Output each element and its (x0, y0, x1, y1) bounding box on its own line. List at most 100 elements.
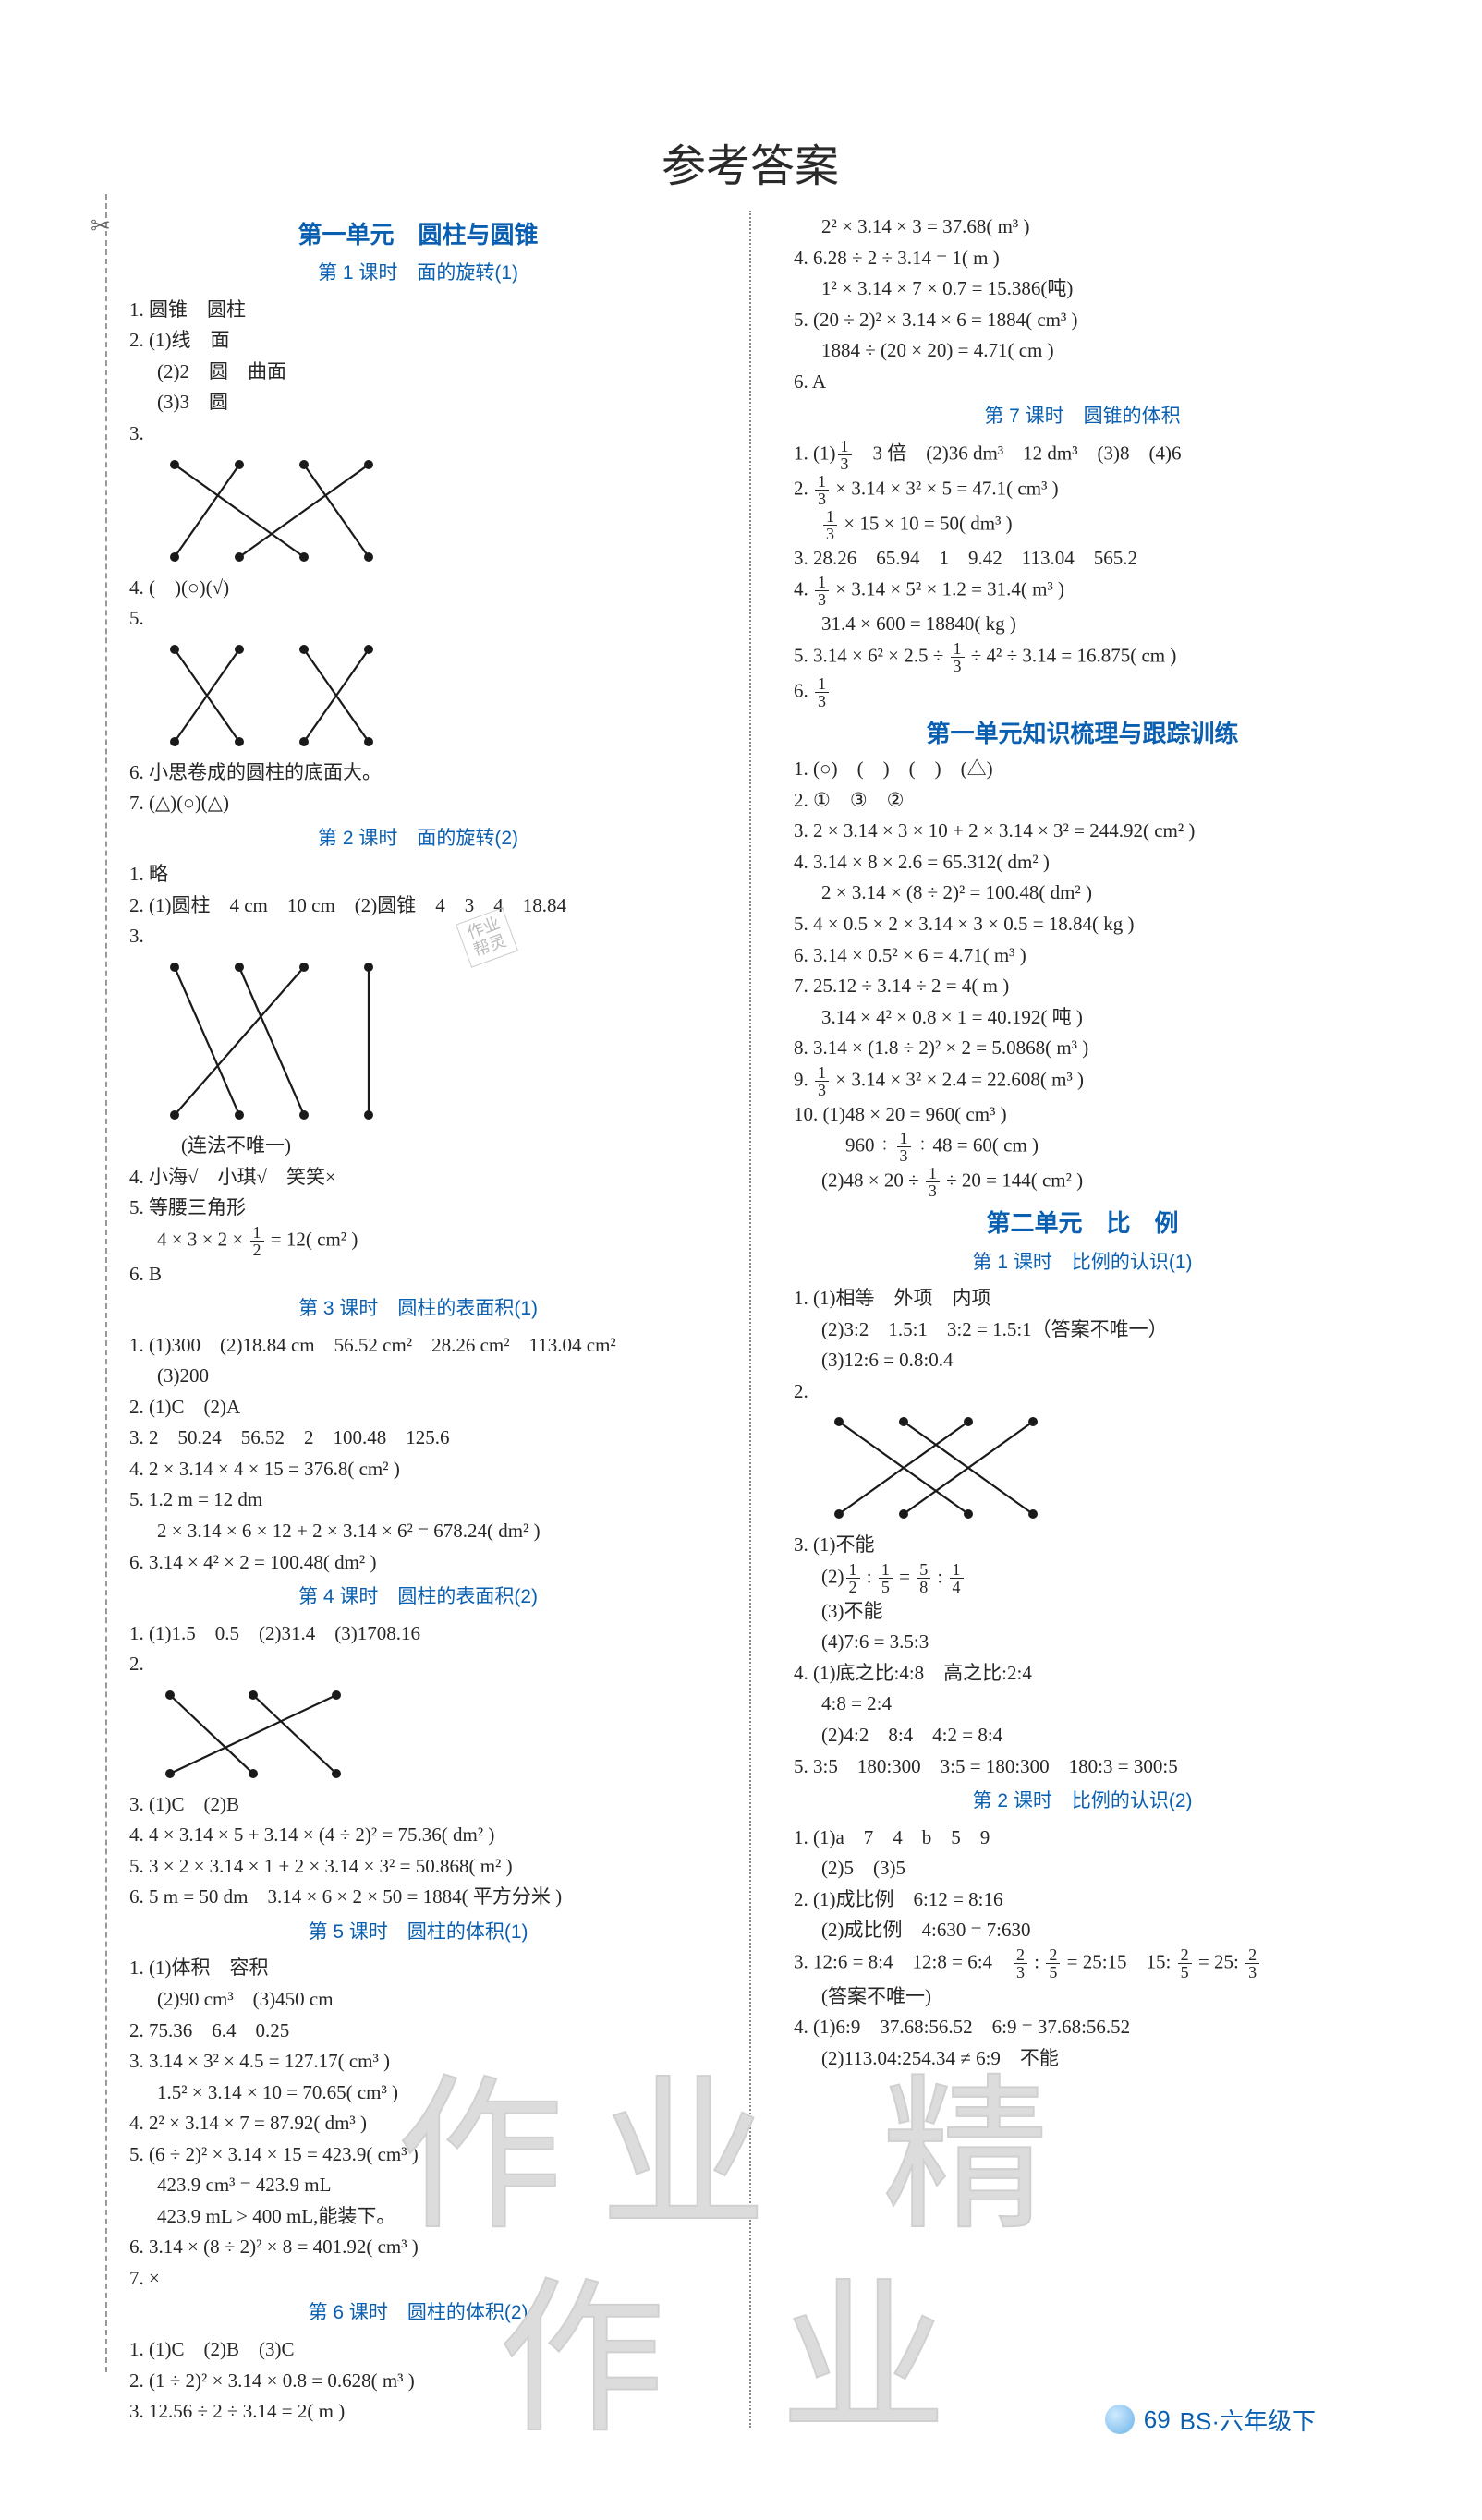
ans: 3. 12.56 ÷ 2 ÷ 3.14 = 2( m ) (129, 2396, 707, 2427)
ans: 5. 3 × 2 × 3.14 × 1 + 2 × 3.14 × 3² = 50… (129, 1851, 707, 1882)
globe-icon (1105, 2405, 1135, 2434)
ans: 960 ÷ 13 ÷ 48 = 60( cm ) (794, 1130, 1371, 1164)
ans: 7. × (129, 2263, 707, 2294)
ans: 2. (1 ÷ 2)² × 3.14 × 0.8 = 0.628( m³ ) (129, 2366, 707, 2396)
main-title: 参考答案 (129, 129, 1371, 194)
ans: 3. (129, 921, 707, 951)
ans: (2)113.04:254.34 ≠ 6:9 不能 (794, 2043, 1371, 2074)
ans: 5. (6 ÷ 2)² × 3.14 × 15 = 423.9( cm³ ) (129, 2139, 707, 2170)
ans: 6. B (129, 1259, 707, 1290)
ans: 2. 13 × 3.14 × 3² × 5 = 47.1( cm³ ) (794, 473, 1371, 507)
s4-title: 第 4 课时 圆柱的表面积(2) (129, 1582, 707, 1613)
ans: 3. (129, 418, 707, 449)
ans: 5. (129, 603, 707, 634)
ans: 6. 小思卷成的圆柱的底面大。 (129, 757, 707, 788)
ans: 3. 2 × 3.14 × 3 × 10 + 2 × 3.14 × 3² = 2… (794, 816, 1371, 846)
unit1-title: 第一单元 圆柱与圆锥 (129, 216, 707, 253)
ans: (2)12 : 15 = 58 : 14 (794, 1561, 1371, 1595)
ans-note: (连法不唯一) (129, 1131, 707, 1161)
ans: 1. 略 (129, 859, 707, 890)
ans: 6. 3.14 × 0.5² × 6 = 4.71( m³ ) (794, 940, 1371, 971)
ans: 4. 3.14 × 8 × 2.6 = 65.312( dm² ) (794, 847, 1371, 878)
ans: 1. (1)1.5 0.5 (2)31.4 (3)1708.16 (129, 1618, 707, 1649)
ans: 3. 2 50.24 56.52 2 100.48 125.6 (129, 1423, 707, 1453)
ans: 4:8 = 2:4 (794, 1689, 1371, 1719)
ans: 4. 小海√ 小琪√ 笑笑× (129, 1162, 707, 1193)
page-root: ✂ 参考答案 第一单元 圆柱与圆锥 第 1 课时 面的旋转(1) 1. 圆锥 圆… (0, 0, 1482, 2520)
ans: 4. 2 × 3.14 × 4 × 15 = 376.8( cm² ) (129, 1454, 707, 1484)
ans: 5. (20 ÷ 2)² × 3.14 × 6 = 1884( cm³ ) (794, 305, 1371, 335)
left-column: 第一单元 圆柱与圆锥 第 1 课时 面的旋转(1) 1. 圆锥 圆柱 2. (1… (129, 211, 707, 2428)
ans: 8. 3.14 × (1.8 ÷ 2)² × 2 = 5.0868( m³ ) (794, 1033, 1371, 1063)
columns: 第一单元 圆柱与圆锥 第 1 课时 面的旋转(1) 1. 圆锥 圆柱 2. (1… (129, 211, 1371, 2428)
ans: 1² × 3.14 × 7 × 0.7 = 15.386(吨) (794, 273, 1371, 304)
s1-title: 第 1 课时 面的旋转(1) (129, 259, 707, 289)
ans: 4. 2² × 3.14 × 7 = 87.92( dm³ ) (129, 2108, 707, 2138)
page-number: 69 (1144, 2405, 1171, 2434)
ans: 10. (1)48 × 20 = 960( cm³ ) (794, 1099, 1371, 1130)
ans: 2. (1)成比例 6:12 = 8:16 (794, 1884, 1371, 1915)
ans: 2² × 3.14 × 3 = 37.68( m³ ) (794, 212, 1371, 242)
ans: 2. (1)圆柱 4 cm 10 cm (2)圆锥 4 3 4 18.84 (129, 890, 707, 921)
scissor-icon: ✂ (91, 212, 111, 240)
ans: 1. (○) ( ) ( ) (△) (794, 754, 1371, 784)
ans: 3. 12:6 = 8:4 12:8 = 6:4 23 : 25 = 25:15… (794, 1946, 1371, 1981)
s7-title: 第 7 课时 圆锥的体积 (794, 402, 1371, 432)
ans: (3)12:6 = 0.8:0.4 (794, 1345, 1371, 1375)
match-graph-4 (129, 1681, 707, 1787)
ans-calc: 4 × 3 × 2 × 12 = 12( cm² ) (129, 1224, 707, 1258)
ans: 1884 ÷ (20 × 20) = 4.71( cm ) (794, 335, 1371, 366)
ans: (2)90 cm³ (3)450 cm (129, 1984, 707, 2015)
ans: 7. (△)(○)(△) (129, 788, 707, 818)
ans: (3)3 圆 (129, 387, 707, 418)
u2s2-title: 第 2 课时 比例的认识(2) (794, 1787, 1371, 1817)
ans: 1. (1)300 (2)18.84 cm 56.52 cm² 28.26 cm… (129, 1330, 707, 1361)
u2s1-title: 第 1 课时 比例的认识(1) (794, 1248, 1371, 1278)
ans: 2. 75.36 6.4 0.25 (129, 2016, 707, 2046)
s6-title: 第 6 课时 圆柱的体积(2) (129, 2298, 707, 2329)
ans: (2)5 (3)5 (794, 1853, 1371, 1884)
ans: 6. 3.14 × (8 ÷ 2)² × 8 = 401.92( cm³ ) (129, 2232, 707, 2262)
ans: 5. 4 × 0.5 × 2 × 3.14 × 3 × 0.5 = 18.84(… (794, 909, 1371, 939)
ans: 31.4 × 600 = 18840( kg ) (794, 609, 1371, 639)
ans: 4. 13 × 3.14 × 5² × 1.2 = 31.4( m³ ) (794, 574, 1371, 608)
match-graph-2 (129, 636, 707, 756)
ans: 3.14 × 4² × 0.8 × 1 = 40.192( 吨 ) (794, 1002, 1371, 1033)
s3-title: 第 3 课时 圆柱的表面积(1) (129, 1294, 707, 1325)
ans: (2)2 圆 曲面 (129, 357, 707, 387)
ans: 6. 5 m = 50 dm 3.14 × 6 × 2 × 50 = 1884(… (129, 1882, 707, 1912)
ans: 4. 4 × 3.14 × 5 + 3.14 × (4 ÷ 2)² = 75.3… (129, 1820, 707, 1850)
ans: (3)200 (129, 1361, 707, 1391)
ans: (3)不能 (794, 1596, 1371, 1627)
column-divider (749, 211, 751, 2428)
ans: 5. 1.2 m = 12 dm (129, 1484, 707, 1515)
footer-label: BS·六年级下 (1180, 2403, 1316, 2437)
match-graph-1 (129, 451, 707, 571)
right-column: 2² × 3.14 × 3 = 37.68( m³ ) 4. 6.28 ÷ 2 … (794, 211, 1371, 2428)
ans: 1. (1)体积 容积 (129, 1953, 707, 1983)
ans: 1. (1)相等 外项 内项 (794, 1283, 1371, 1314)
ans: 5. 等腰三角形 (129, 1193, 707, 1223)
ans: (答案不唯一) (794, 1981, 1371, 2012)
ans: 2. ① ③ ② (794, 785, 1371, 816)
ans: 2. (129, 1649, 707, 1679)
match-graph-3 (129, 953, 707, 1129)
page-footer: 69 BS·六年级下 (1105, 2403, 1316, 2437)
ans: (4)7:6 = 3.5:3 (794, 1627, 1371, 1657)
match-graph-5 (794, 1408, 1371, 1528)
ans: 1. (1)a 7 4 b 5 9 (794, 1823, 1371, 1853)
cut-dashline (105, 194, 107, 2372)
ans: 2. (1)C (2)A (129, 1392, 707, 1423)
ans: 5. 3:5 180:300 3:5 = 180:300 180:3 = 300… (794, 1751, 1371, 1782)
s2-title: 第 2 课时 面的旋转(2) (129, 824, 707, 854)
ans: 1. 圆锥 圆柱 (129, 295, 707, 325)
unit2-title: 第二单元 比 例 (794, 1205, 1371, 1242)
ans: 3. 3.14 × 3² × 4.5 = 127.17( cm³ ) (129, 2046, 707, 2077)
ans: 6. A (794, 367, 1371, 397)
ans: 4. 6.28 ÷ 2 ÷ 3.14 = 1( m ) (794, 243, 1371, 273)
ans: (2)4:2 8:4 4:2 = 8:4 (794, 1720, 1371, 1751)
ans: 3. (1)不能 (794, 1530, 1371, 1560)
ans: 423.9 cm³ = 423.9 mL (129, 2170, 707, 2200)
ans: 1. (1)13 3 倍 (2)36 dm³ 12 dm³ (3)8 (4)6 (794, 438, 1371, 472)
ans: 3. (1)C (2)B (129, 1789, 707, 1820)
